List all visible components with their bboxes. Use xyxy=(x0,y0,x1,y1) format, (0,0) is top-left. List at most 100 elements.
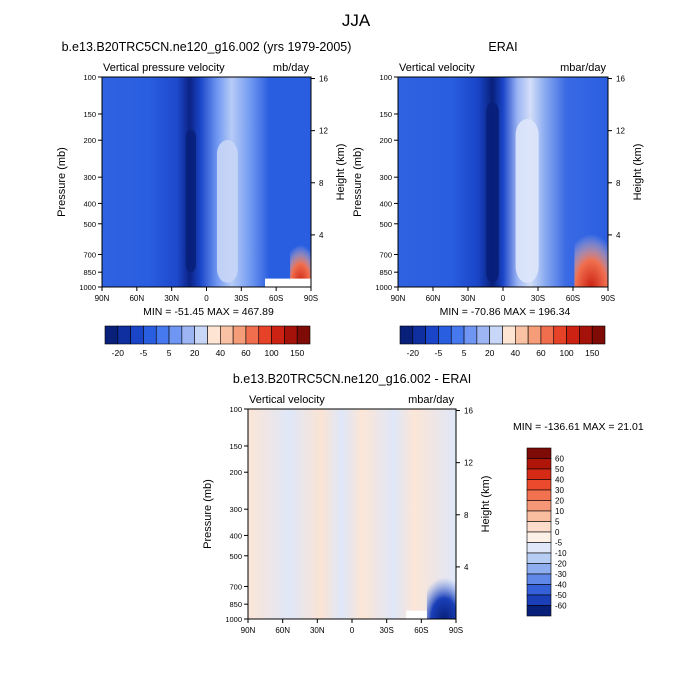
colorbar-swatch xyxy=(194,325,208,345)
y-tick-label: 500 xyxy=(229,552,242,561)
panel-variable-label: Vertical pressure velocity xyxy=(103,62,225,74)
colorbar-label: -5 xyxy=(140,348,148,358)
y-axis-label: Pressure (mb) xyxy=(352,147,364,217)
y-tick-label: 1000 xyxy=(79,283,96,292)
colorbar-label: -60 xyxy=(555,602,567,611)
x-tick-label: 90N xyxy=(95,294,110,303)
panel-units-label: mb/day xyxy=(273,62,310,74)
colorbar-label: -50 xyxy=(555,591,567,600)
x-tick-label: 60N xyxy=(426,294,441,303)
colorbar-swatch xyxy=(540,325,555,345)
colorbar-swatch xyxy=(526,531,552,543)
ascent-core xyxy=(486,102,499,283)
colorbar-swatch xyxy=(117,325,131,345)
colorbar-swatch xyxy=(399,325,414,345)
colorbar-swatch xyxy=(245,325,260,345)
x-tick-label: 60S xyxy=(566,294,580,303)
colorbar-label: -30 xyxy=(555,570,567,579)
colorbar-label: -5 xyxy=(435,348,443,358)
y-axis-label: Pressure (mb) xyxy=(56,147,68,217)
y-tick-label: 850 xyxy=(83,268,96,277)
colorbar-swatch xyxy=(526,468,552,480)
colorbar-swatch xyxy=(526,542,552,554)
colorbar-label: 40 xyxy=(555,476,564,485)
x-tick-label: 30N xyxy=(164,294,179,303)
colorbar-swatch xyxy=(553,325,567,345)
colorbar-label: -20 xyxy=(555,560,567,569)
y-tick-label: 300 xyxy=(379,173,392,182)
colorbar-label: -5 xyxy=(555,539,563,548)
colorbar-label: 100 xyxy=(559,348,573,358)
colorbar-swatch xyxy=(579,325,593,345)
colorbar-label: -20 xyxy=(112,348,125,358)
y-tick-label: 200 xyxy=(379,136,392,145)
colorbar-swatch xyxy=(526,594,552,606)
field-fill xyxy=(102,77,311,287)
chart-panel-1: b.e13.B20TRC5CN.ne120_g16.002 (yrs 1979-… xyxy=(56,40,351,358)
colorbar-swatch xyxy=(526,489,552,501)
x-tick-label: 60N xyxy=(129,294,144,303)
colorbar-label: 5 xyxy=(555,518,560,527)
polar-minimum xyxy=(426,572,456,619)
colorbar-label: 100 xyxy=(264,348,278,358)
y-tick-label: 400 xyxy=(83,199,96,208)
colorbar-swatch xyxy=(489,325,503,345)
y-tick-label: 850 xyxy=(379,268,392,277)
y-tick-label: 700 xyxy=(229,582,242,591)
y2-tick-label: 12 xyxy=(319,127,328,136)
y-axis-label: Pressure (mb) xyxy=(202,479,214,549)
colorbar-swatch xyxy=(181,325,195,345)
y-tick-label: 150 xyxy=(229,442,242,451)
y-tick-label: 1000 xyxy=(225,615,242,624)
colorbar-swatch xyxy=(296,325,311,345)
panel-title: b.e13.B20TRC5CN.ne120_g16.002 (yrs 1979-… xyxy=(62,40,352,54)
colorbar-label: -10 xyxy=(555,549,567,558)
colorbar-swatch xyxy=(526,521,552,533)
y2-tick-label: 12 xyxy=(616,127,625,136)
min-max-stats: MIN = -51.45 MAX = 467.89 xyxy=(143,306,274,318)
colorbar-swatch xyxy=(526,500,552,512)
panel-variable-label: Vertical velocity xyxy=(249,394,325,406)
colorbar-swatch xyxy=(168,325,183,345)
colorbar: -20 -5 5 20 40 60 100 150 xyxy=(399,325,606,358)
colorbar-label: -40 xyxy=(555,581,567,590)
subsidence-core xyxy=(216,140,238,283)
colorbar-swatch xyxy=(220,325,234,345)
colorbar-label: 60 xyxy=(241,348,251,358)
y2-tick-label: 12 xyxy=(464,459,473,468)
y-tick-label: 400 xyxy=(379,199,392,208)
polar-maximum xyxy=(290,240,311,283)
colorbar-swatch xyxy=(463,325,478,345)
x-tick-label: 0 xyxy=(350,626,355,635)
colorbar-swatch xyxy=(258,325,272,345)
y2-tick-label: 8 xyxy=(464,511,469,520)
x-tick-label: 30S xyxy=(531,294,545,303)
x-tick-label: 60S xyxy=(414,626,428,635)
min-max-stats: MIN = -136.61 MAX = 21.01 xyxy=(513,421,644,433)
y2-axis-label: Height (km) xyxy=(632,144,644,201)
colorbar-label: 5 xyxy=(167,348,172,358)
x-tick-label: 30S xyxy=(234,294,248,303)
colorbar-label: -20 xyxy=(407,348,420,358)
colorbar-label: 20 xyxy=(190,348,200,358)
colorbar-swatch xyxy=(526,447,552,459)
colorbar-label: 5 xyxy=(462,348,467,358)
colorbar-swatch xyxy=(566,325,580,345)
y-tick-label: 700 xyxy=(379,250,392,259)
colorbar-label: 30 xyxy=(555,486,564,495)
colorbar-swatch xyxy=(526,563,552,575)
colorbar-swatch xyxy=(526,573,552,585)
missing-data xyxy=(265,278,311,287)
subsidence-core xyxy=(515,119,539,283)
x-tick-label: 90S xyxy=(449,626,463,635)
x-tick-label: 0 xyxy=(501,294,506,303)
colorbar-swatch xyxy=(526,510,552,522)
x-tick-label: 30S xyxy=(380,626,394,635)
colorbar-label: 150 xyxy=(290,348,304,358)
panel-variable-label: Vertical velocity xyxy=(399,62,475,74)
panel-title: ERAI xyxy=(488,40,517,54)
y-tick-label: 700 xyxy=(83,250,96,259)
y2-tick-label: 8 xyxy=(319,179,324,188)
